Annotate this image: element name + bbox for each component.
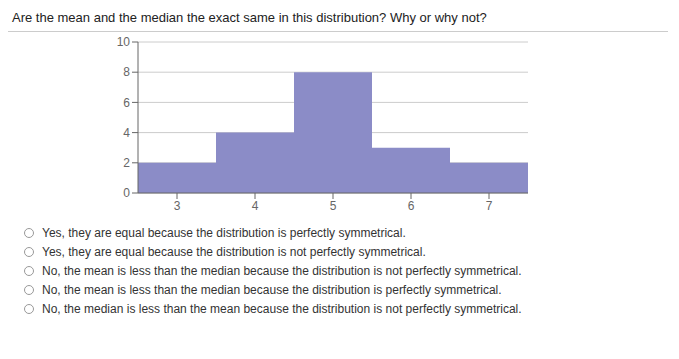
svg-text:7: 7 bbox=[486, 199, 493, 213]
html-text:Yes, they are equal because th: Yes, they are equal because the distribu… bbox=[42, 225, 406, 240]
html-text:No, the mean is less than the: No, the mean is less than the median bec… bbox=[42, 263, 522, 278]
svg-text:4: 4 bbox=[123, 126, 130, 140]
svg-text:6: 6 bbox=[408, 199, 415, 213]
svg-text:6: 6 bbox=[123, 96, 130, 110]
html-text:Yes, they are equal because th: Yes, they are equal because the distribu… bbox=[42, 244, 426, 259]
svg-text:10: 10 bbox=[117, 35, 131, 49]
svg-text:2: 2 bbox=[123, 156, 130, 170]
html-text:Are the mean and the median th: Are the mean and the median the exact sa… bbox=[12, 10, 487, 25]
html-text:No, the mean is less than the: No, the mean is less than the median bec… bbox=[42, 282, 502, 297]
svg-text:4: 4 bbox=[252, 199, 259, 213]
html-text:No, the median is less than th: No, the median is less than the mean bec… bbox=[42, 301, 522, 316]
svg-text:5: 5 bbox=[330, 199, 337, 213]
svg-text:0: 0 bbox=[123, 186, 130, 200]
svg-text:8: 8 bbox=[123, 65, 130, 79]
svg-text:3: 3 bbox=[174, 199, 181, 213]
